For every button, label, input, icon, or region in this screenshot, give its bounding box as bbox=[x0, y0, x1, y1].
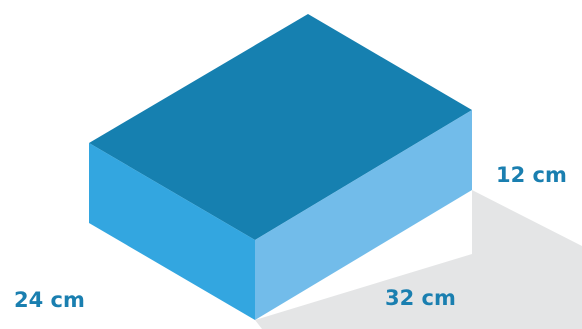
length-label: 32 cm bbox=[385, 286, 456, 310]
height-label: 12 cm bbox=[496, 163, 567, 187]
width-label: 24 cm bbox=[14, 288, 85, 312]
box-shadow bbox=[255, 190, 582, 329]
box-left-face bbox=[89, 143, 255, 320]
box-right-face bbox=[255, 110, 472, 320]
box-top-face bbox=[89, 14, 472, 240]
